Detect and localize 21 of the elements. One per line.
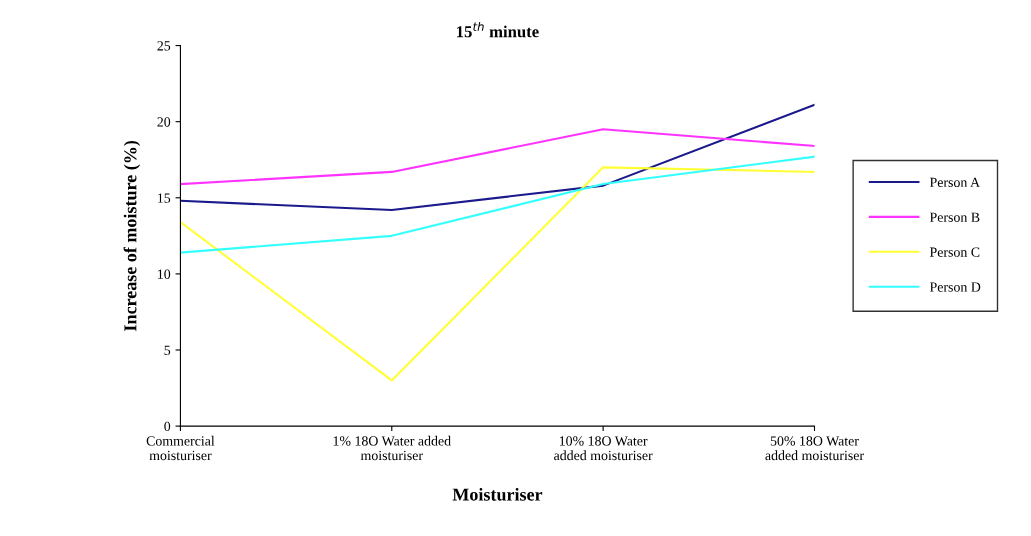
- x-tick-label: Commercial moisturiser: [146, 435, 215, 461]
- y-tick-label: 15: [158, 193, 171, 203]
- legend-label: Person C: [929, 247, 980, 257]
- y-axis-title: Increase of moisture (%): [123, 140, 141, 331]
- x-tick-label: 10% 18O Water added moisturiser: [554, 436, 653, 461]
- y-tick-label: 10: [158, 269, 171, 279]
- y-tick-label: 25: [157, 41, 171, 51]
- line-series: [180, 128, 815, 186]
- x-tick-label: 50% 18O Water added moisturiser: [765, 436, 864, 461]
- line-series: [180, 155, 815, 254]
- y-tick-label: 5: [164, 345, 171, 355]
- legend-label: Person B: [929, 212, 980, 222]
- y-tick-label: 20: [157, 117, 171, 127]
- chart-title: 15$^{th}$ minute: [457, 21, 539, 38]
- legend-label: Person D: [929, 282, 981, 292]
- y-tick-label: 0: [164, 421, 171, 432]
- x-tick-label: 1% 18O Water added moisturiser: [333, 435, 451, 461]
- line-series: [180, 103, 815, 211]
- x-axis-title: Moisturiser: [452, 487, 543, 501]
- legend-label: Person A: [929, 177, 980, 188]
- line-series: [180, 166, 815, 382]
